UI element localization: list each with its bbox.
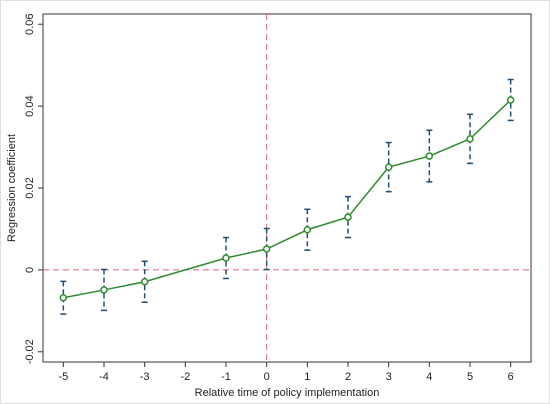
point — [303, 226, 312, 234]
x-tick-label: 1 — [304, 371, 310, 383]
y-tick-label: 0 — [24, 267, 36, 273]
x-tick-label: 3 — [386, 371, 392, 383]
x-tick-label: -5 — [58, 371, 68, 383]
point — [466, 135, 474, 143]
x-tick-label: -3 — [140, 371, 150, 383]
x-tick-label: -2 — [180, 371, 190, 383]
point — [59, 293, 68, 302]
point — [222, 254, 230, 262]
x-tick-label: 6 — [508, 371, 514, 383]
x-axis-label: Relative time of policy implementation — [195, 387, 380, 399]
point — [506, 96, 515, 104]
point — [425, 152, 434, 160]
x-tick-label: 0 — [264, 371, 270, 383]
point — [384, 163, 393, 171]
x-tick-label: 2 — [345, 371, 351, 383]
point — [344, 213, 352, 221]
y-tick-label: -0.02 — [24, 339, 36, 364]
y-axis-label: Regression coefficient — [6, 134, 18, 242]
plot-frame — [42, 13, 532, 363]
x-tick-label: -4 — [99, 371, 109, 383]
y-tick-label: 0.04 — [24, 95, 36, 116]
y-tick-label: 0.02 — [24, 177, 36, 198]
x-tick-label: -1 — [221, 371, 231, 383]
point — [100, 286, 108, 294]
x-tick-label: 4 — [426, 371, 432, 383]
y-tick-label: 0.06 — [24, 14, 36, 35]
point — [262, 245, 271, 253]
point — [140, 278, 149, 286]
x-tick-label: 5 — [467, 371, 473, 383]
